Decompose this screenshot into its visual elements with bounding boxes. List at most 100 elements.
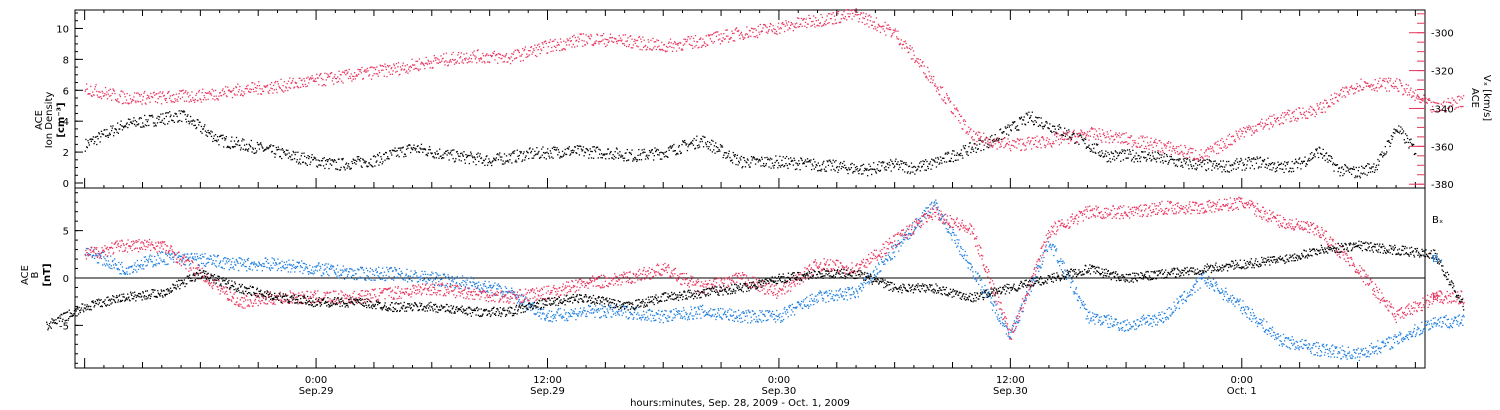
by-point: [317, 263, 320, 265]
velocity-point: [114, 92, 116, 95]
density-point: [1028, 117, 1031, 119]
density-point: [837, 171, 839, 174]
by-point: [227, 257, 229, 260]
density-point: [1273, 163, 1275, 166]
density-point: [1095, 143, 1098, 145]
density-point: [120, 120, 122, 122]
velocity-point: [931, 76, 933, 78]
velocity-point: [540, 49, 543, 52]
density-point: [123, 125, 126, 128]
velocity-point: [1054, 133, 1056, 135]
density-point: [389, 150, 392, 152]
velocity-point: [89, 93, 91, 95]
velocity-point: [584, 44, 586, 46]
velocity-point: [1242, 126, 1245, 129]
velocity-point: [1411, 95, 1413, 97]
velocity-point: [628, 43, 630, 46]
velocity-point: [922, 72, 925, 74]
velocity-point: [760, 30, 763, 32]
by-point: [172, 256, 174, 258]
density-point: [786, 164, 788, 167]
by-point: [219, 261, 221, 264]
by-point: [241, 258, 243, 261]
density-point: [1080, 136, 1083, 138]
velocity-point: [776, 33, 778, 35]
density-point: [931, 158, 933, 160]
density-point: [571, 149, 574, 151]
velocity-point: [1286, 112, 1289, 114]
velocity-point: [330, 72, 332, 74]
velocity-point: [436, 58, 439, 60]
density-point: [944, 153, 946, 155]
by-point: [184, 264, 187, 266]
velocity-point: [1413, 92, 1416, 94]
density-point: [1137, 154, 1139, 157]
velocity-point: [236, 94, 238, 96]
density-point: [766, 156, 768, 159]
velocity-point: [163, 94, 165, 96]
by-point: [369, 271, 371, 273]
density-point: [645, 155, 647, 157]
density-point: [1126, 157, 1128, 159]
density-point: [733, 154, 735, 156]
velocity-point: [916, 57, 918, 60]
velocity-point: [518, 51, 520, 54]
density-point: [710, 143, 712, 146]
density-point: [783, 165, 786, 167]
by-point: [309, 264, 311, 267]
velocity-point: [773, 28, 775, 30]
density-point: [923, 160, 925, 163]
velocity-point: [233, 93, 236, 95]
density-point: [797, 164, 799, 166]
velocity-point: [918, 62, 920, 65]
by-point: [280, 269, 283, 272]
velocity-point: [1270, 123, 1272, 125]
velocity-point: [1390, 78, 1392, 80]
velocity-point: [1445, 111, 1447, 113]
velocity-point: [1341, 96, 1343, 98]
velocity-point: [1249, 129, 1251, 131]
by-point: [297, 261, 299, 264]
velocity-point: [847, 13, 849, 15]
velocity-point: [1105, 141, 1107, 143]
by-point: [272, 262, 274, 264]
velocity-point: [1402, 94, 1404, 96]
density-point: [590, 150, 592, 153]
by-point: [264, 265, 266, 268]
density-point: [449, 153, 451, 155]
velocity-point: [1079, 132, 1081, 134]
density-point: [210, 135, 213, 138]
density-point: [846, 169, 849, 171]
velocity-point: [1373, 87, 1375, 90]
velocity-point: [1178, 145, 1180, 148]
density-point: [844, 167, 846, 169]
velocity-point: [854, 10, 856, 12]
by-point: [478, 288, 480, 290]
velocity-point: [311, 75, 313, 77]
velocity-point: [1359, 86, 1362, 88]
velocity-point: [678, 47, 680, 49]
density-point: [925, 169, 927, 171]
density-point: [893, 166, 895, 169]
velocity-point: [1188, 156, 1191, 158]
density-point: [531, 157, 533, 159]
density-point: [866, 175, 869, 177]
velocity-point: [1295, 108, 1297, 111]
density-point: [289, 156, 292, 158]
by-point: [295, 266, 298, 269]
density-point: [889, 164, 891, 166]
density-point: [550, 152, 552, 154]
velocity-point: [1176, 146, 1178, 148]
velocity-point: [959, 122, 961, 124]
velocity-point: [380, 65, 382, 67]
velocity-point: [1388, 77, 1390, 79]
density-point: [1121, 149, 1123, 151]
velocity-point: [939, 86, 942, 88]
density-point: [895, 163, 898, 165]
velocity-point: [198, 91, 200, 93]
by-point: [356, 278, 358, 280]
velocity-point: [631, 38, 633, 40]
velocity-point: [113, 90, 115, 92]
density-point: [792, 160, 794, 162]
by-point: [239, 262, 241, 264]
